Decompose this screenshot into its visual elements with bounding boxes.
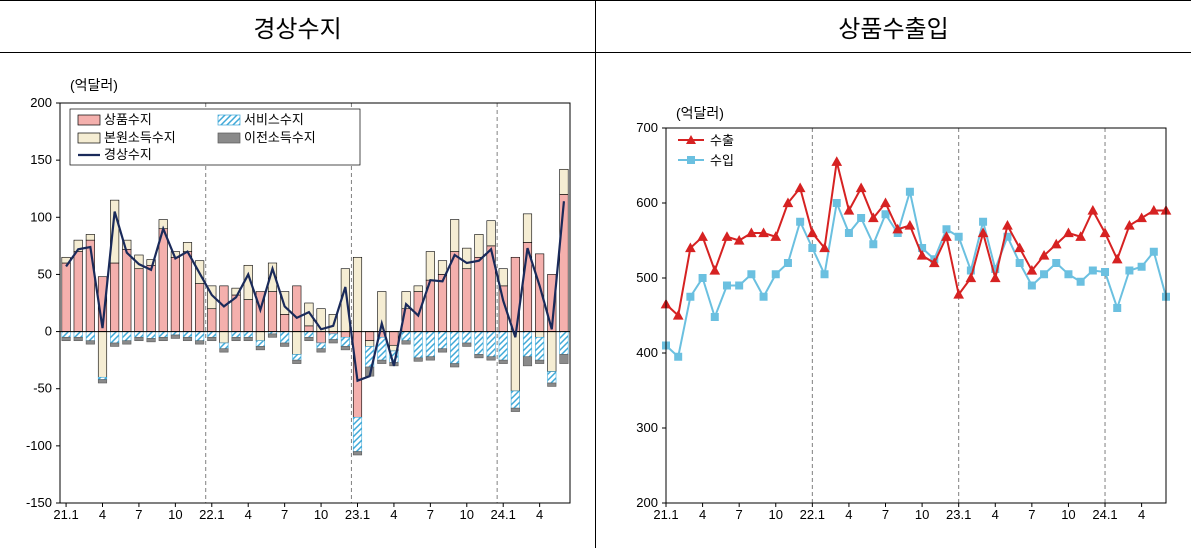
svg-text:7: 7 <box>736 507 743 522</box>
svg-text:24.1: 24.1 <box>1092 507 1117 522</box>
svg-text:23.1: 23.1 <box>946 507 971 522</box>
svg-text:50: 50 <box>38 266 52 281</box>
svg-text:700: 700 <box>636 120 658 135</box>
svg-text:-100: -100 <box>26 438 52 453</box>
svg-text:24.1: 24.1 <box>491 507 516 522</box>
svg-text:4: 4 <box>1138 507 1145 522</box>
svg-text:7: 7 <box>281 507 288 522</box>
svg-text:21.1: 21.1 <box>53 507 78 522</box>
svg-text:수입: 수입 <box>710 153 734 168</box>
svg-text:수출: 수출 <box>710 133 734 148</box>
svg-text:10: 10 <box>1061 507 1075 522</box>
svg-text:10: 10 <box>769 507 783 522</box>
svg-text:이전소득수지: 이전소득수지 <box>244 130 316 145</box>
svg-text:본원소득수지: 본원소득수지 <box>104 130 176 145</box>
svg-text:4: 4 <box>992 507 999 522</box>
right-panel: 상품수출입 (억달러) 20030040050060070021.1471022… <box>596 1 1191 548</box>
svg-text:23.1: 23.1 <box>345 507 370 522</box>
left-ylabel: (억달러) <box>70 75 118 95</box>
right-ylabel: (억달러) <box>676 103 724 123</box>
svg-text:4: 4 <box>845 507 852 522</box>
svg-text:상품수지: 상품수지 <box>104 112 152 127</box>
svg-text:600: 600 <box>636 195 658 210</box>
svg-text:400: 400 <box>636 345 658 360</box>
left-chart-svg: -150 -100 -50 0 50 100 150 200 21.1 4 7 10 22.1 4 7 10 2… <box>15 73 580 543</box>
svg-text:0: 0 <box>45 324 52 339</box>
svg-text:500: 500 <box>636 270 658 285</box>
svg-text:7: 7 <box>882 507 889 522</box>
svg-text:4: 4 <box>390 507 397 522</box>
svg-text:7: 7 <box>135 507 142 522</box>
left-chart-area: (억달러) -150 -100 -50 0 50 100 150 200 21.1 4 7 10 22.… <box>0 53 595 553</box>
right-chart-svg: 20030040050060070021.1471022.1471023.147… <box>611 73 1176 543</box>
svg-text:7: 7 <box>1028 507 1035 522</box>
svg-text:200: 200 <box>30 95 52 110</box>
svg-text:서비스수지: 서비스수지 <box>244 112 304 127</box>
svg-text:10: 10 <box>915 507 929 522</box>
svg-text:22.1: 22.1 <box>800 507 825 522</box>
left-title: 경상수지 <box>0 1 595 53</box>
svg-text:4: 4 <box>536 507 543 522</box>
svg-text:10: 10 <box>460 507 474 522</box>
svg-text:4: 4 <box>99 507 106 522</box>
svg-text:4: 4 <box>245 507 252 522</box>
svg-text:22.1: 22.1 <box>199 507 224 522</box>
svg-text:-150: -150 <box>26 495 52 510</box>
left-panel: 경상수지 (억달러) -150 -100 -50 0 50 100 150 200 21.1 4 7… <box>0 1 596 548</box>
svg-text:100: 100 <box>30 209 52 224</box>
svg-text:150: 150 <box>30 152 52 167</box>
svg-text:7: 7 <box>427 507 434 522</box>
charts-container: 경상수지 (억달러) -150 -100 -50 0 50 100 150 200 21.1 4 7… <box>0 0 1191 548</box>
svg-text:-50: -50 <box>33 381 52 396</box>
svg-text:경상수지: 경상수지 <box>104 147 152 162</box>
right-title: 상품수출입 <box>596 1 1191 53</box>
svg-text:4: 4 <box>699 507 706 522</box>
svg-text:300: 300 <box>636 420 658 435</box>
svg-text:21.1: 21.1 <box>653 507 678 522</box>
svg-text:10: 10 <box>314 507 328 522</box>
svg-text:10: 10 <box>168 507 182 522</box>
right-chart-area: (억달러) 20030040050060070021.1471022.14710… <box>596 53 1191 553</box>
